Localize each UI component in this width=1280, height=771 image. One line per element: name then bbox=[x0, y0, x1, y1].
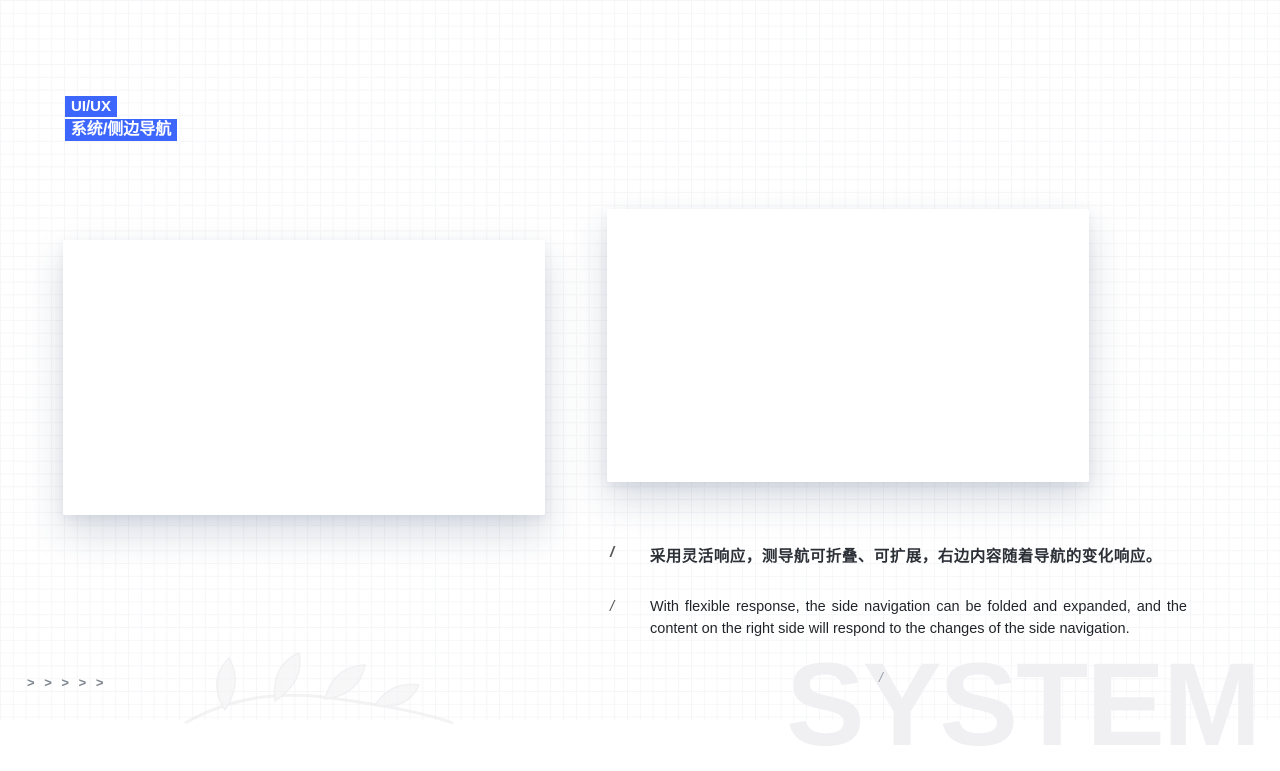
chevron-arrows: > > > > > bbox=[27, 675, 107, 690]
badge-line1: UI/UX bbox=[65, 96, 118, 117]
note-english-text: With flexible response, the side navigat… bbox=[650, 599, 1187, 637]
app-screenshot-expanded bbox=[607, 209, 1089, 482]
app-screenshot-collapsed bbox=[63, 240, 545, 515]
note-chinese-text: 采用灵活响应，测导航可折叠、可扩展，右边内容随着导航的变化响应。 bbox=[650, 548, 1163, 565]
note-marker: / bbox=[610, 544, 615, 561]
system-watermark: SYSTEM bbox=[786, 639, 1261, 771]
note-english: / With flexible response, the side navig… bbox=[610, 596, 1187, 640]
note-marker: / bbox=[610, 598, 615, 615]
badge-line2: 系统/侧边导航 bbox=[65, 119, 178, 141]
slash-mark: / bbox=[879, 669, 883, 685]
note-chinese: / 采用灵活响应，测导航可折叠、可扩展，右边内容随着导航的变化响应。 bbox=[610, 544, 1195, 566]
slide-title-badge: UI/UX 系统/侧边导航 bbox=[65, 96, 178, 143]
plant-watermark bbox=[184, 651, 454, 725]
